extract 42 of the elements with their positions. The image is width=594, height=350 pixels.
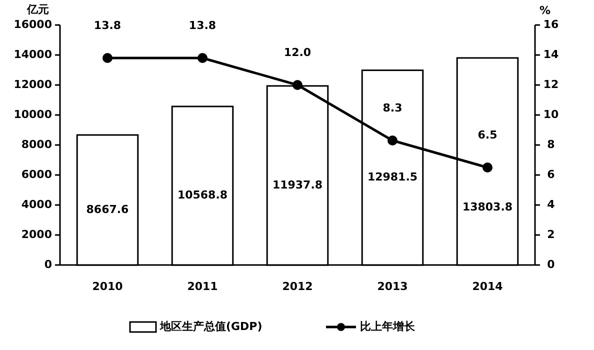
data-label: 6.5 — [478, 128, 498, 142]
x-tick-label: 2010 — [92, 280, 124, 294]
data-label: 13.8 — [94, 19, 122, 32]
y-tick-label: 8000 — [21, 138, 52, 152]
y2-tick-label: 0 — [547, 258, 556, 272]
data-label: 12981.5 — [367, 170, 418, 184]
y2-tick-label: 16 — [543, 18, 559, 32]
data-label: 12.0 — [284, 46, 312, 60]
data-label: 13803.8 — [462, 200, 513, 214]
y2-tick-label: 12 — [543, 78, 559, 92]
y-tick-label: 2000 — [21, 228, 52, 242]
y2-axis-title: % — [539, 4, 551, 18]
y-tick-label: 16000 — [14, 18, 52, 32]
y-tick-label: 0 — [44, 258, 52, 272]
y2-tick-label: 14 — [543, 48, 559, 62]
point — [482, 162, 492, 172]
y2-tick-label: 6 — [547, 168, 556, 182]
y2-tick-label: 2 — [547, 228, 555, 242]
y-tick-label: 10000 — [14, 108, 52, 122]
y-tick-label: 14000 — [14, 48, 52, 62]
y2-tick-label: 4 — [547, 198, 556, 212]
legend-label: 比上年增长 — [360, 320, 416, 334]
point — [388, 136, 398, 146]
y-tick-label: 4000 — [21, 198, 52, 212]
x-tick-label: 2011 — [187, 280, 218, 294]
x-tick-label: 2014 — [472, 280, 504, 294]
data-label: 8.3 — [382, 102, 402, 115]
x-tick-label: 2013 — [377, 280, 408, 294]
x-tick-label: 2012 — [282, 280, 313, 294]
point — [102, 53, 112, 63]
y-axis-title: 亿元 — [26, 3, 49, 16]
data-label: 11937.8 — [272, 178, 323, 192]
y-tick-label: 12000 — [14, 78, 52, 92]
y-tick-label: 6000 — [21, 168, 52, 182]
y2-tick-label: 10 — [543, 108, 559, 122]
legend-label: 地区生产总值(GDP) — [159, 320, 262, 334]
data-label: 13.8 — [188, 19, 216, 32]
point — [198, 53, 208, 63]
data-label: 10568.8 — [177, 188, 228, 202]
data-label: 8667.6 — [86, 202, 130, 216]
point — [292, 80, 302, 90]
y2-tick-label: 8 — [547, 138, 555, 152]
